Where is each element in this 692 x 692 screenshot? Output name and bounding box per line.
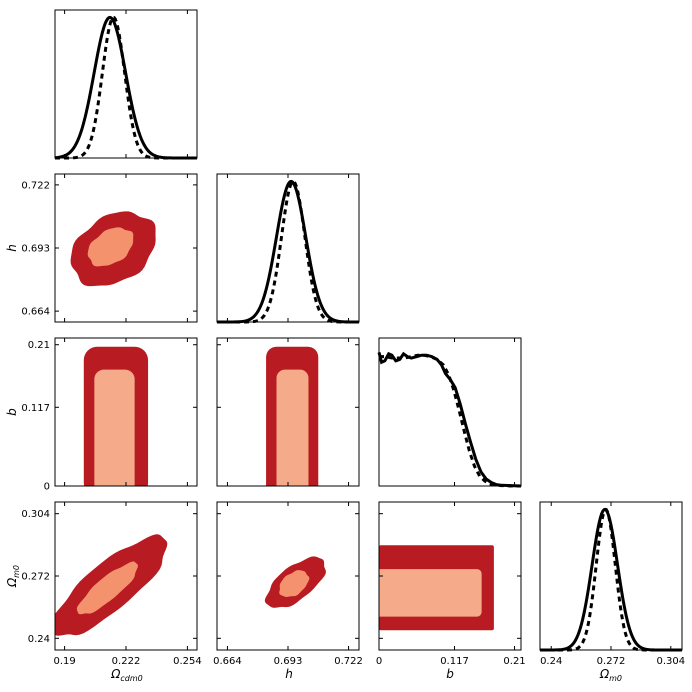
ytick-label-Omega_m0: 0.304: [21, 509, 50, 520]
contour-Omega_cdm0-vs-h: [70, 211, 156, 287]
xtick-label-Omega_m0: 0.272: [597, 656, 626, 667]
contour-Omega_cdm0-vs-Omega_m0: [55, 534, 168, 636]
ylabel-b: b: [5, 408, 19, 416]
xtick-label-Omega_cdm0: 0.222: [112, 656, 141, 667]
contour-b-vs-Omega_m0-inner-region: [379, 569, 482, 617]
marginal-h-solid-curve: [217, 179, 359, 324]
ytick-label-b: 0: [44, 482, 50, 493]
ylabel-omega-m0: Ωm0: [5, 565, 21, 588]
marginal-h-dashed-curve: [217, 179, 359, 324]
xtick-label-b: 0.21: [503, 656, 525, 667]
contour-Omega_cdm0-vs-Omega_m0-inner-region: [76, 561, 138, 615]
xtick-label-h: 0.693: [274, 656, 303, 667]
ytick-label-b: 0.21: [28, 340, 50, 351]
contour-h-vs-b-inner-region: [276, 369, 309, 486]
ytick-label-h: 0.664: [21, 307, 50, 318]
xlabel-omega-cdm0: Ωcdm0: [110, 667, 143, 683]
xtick-label-h: 0.722: [334, 656, 363, 667]
contour-Omega_cdm0-vs-b-inner-region: [94, 369, 135, 486]
contour-h-vs-b: [266, 346, 319, 486]
ytick-label-b: 0.117: [21, 403, 50, 414]
xtick-label-b: 0: [376, 656, 382, 667]
xtick-label-h: 0.664: [213, 656, 242, 667]
ytick-label-h: 0.722: [21, 180, 50, 191]
xtick-label-b: 0.117: [440, 656, 469, 667]
xtick-label-Omega_cdm0: 0.254: [173, 656, 202, 667]
contour-Omega_cdm0-vs-b: [83, 346, 149, 486]
marginal-b-solid-curve: [377, 351, 522, 488]
xtick-label-Omega_m0: 0.304: [656, 656, 685, 667]
xlabel-omega-m0: Ωm0: [599, 667, 622, 683]
marginal-Omega_cdm0-frame: [54, 9, 198, 159]
ylabel-h: h: [5, 244, 19, 252]
ytick-label-Omega_m0: 0.24: [28, 634, 50, 645]
contour-h-vs-Omega_m0: [264, 556, 326, 608]
panels-layer: 0.24 0.272 0.304 0.664 0.693 0.722 0 0.117 0.21 0…: [21, 9, 685, 667]
marginal-Omega_m0-solid-curve: [540, 507, 682, 652]
marginal-Omega_m0-dashed-curve: [540, 507, 682, 652]
xtick-label-Omega_cdm0: 0.19: [53, 656, 75, 667]
contour-b-vs-Omega_m0: [379, 545, 494, 631]
xtick-label-Omega_m0: 0.24: [540, 656, 562, 667]
contour-Omega_cdm0-vs-h-inner-region: [87, 227, 134, 267]
marginal-Omega_cdm0-dashed-curve: [55, 16, 197, 160]
marginal-b-frame: [378, 337, 522, 487]
ytick-label-Omega_m0: 0.272: [21, 572, 50, 583]
marginal-b-dashed-curve: [379, 353, 521, 488]
contour-h-vs-Omega_m0-inner-region: [279, 570, 310, 597]
xlabel-h: h: [285, 667, 293, 681]
xlabel-b: b: [446, 667, 454, 681]
ytick-label-h: 0.693: [21, 244, 50, 255]
